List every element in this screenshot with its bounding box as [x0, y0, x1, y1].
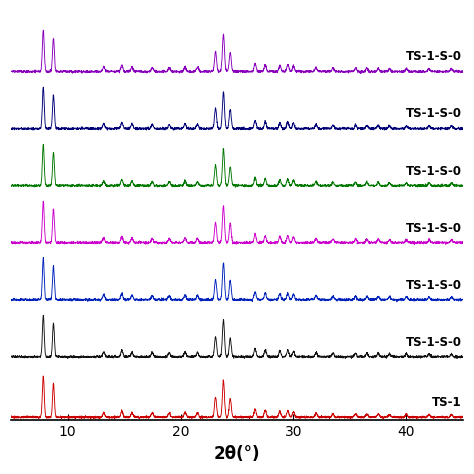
Text: TS-1: TS-1: [432, 396, 462, 409]
Text: TS-1-S-0: TS-1-S-0: [406, 164, 462, 178]
Text: TS-1-S-0: TS-1-S-0: [406, 50, 462, 64]
Text: TS-1-S-0: TS-1-S-0: [406, 221, 462, 235]
X-axis label: 2θ(°): 2θ(°): [214, 445, 260, 463]
Text: TS-1-S-0: TS-1-S-0: [406, 336, 462, 349]
Text: TS-1-S-0: TS-1-S-0: [406, 279, 462, 292]
Text: TS-1-S-0: TS-1-S-0: [406, 108, 462, 120]
